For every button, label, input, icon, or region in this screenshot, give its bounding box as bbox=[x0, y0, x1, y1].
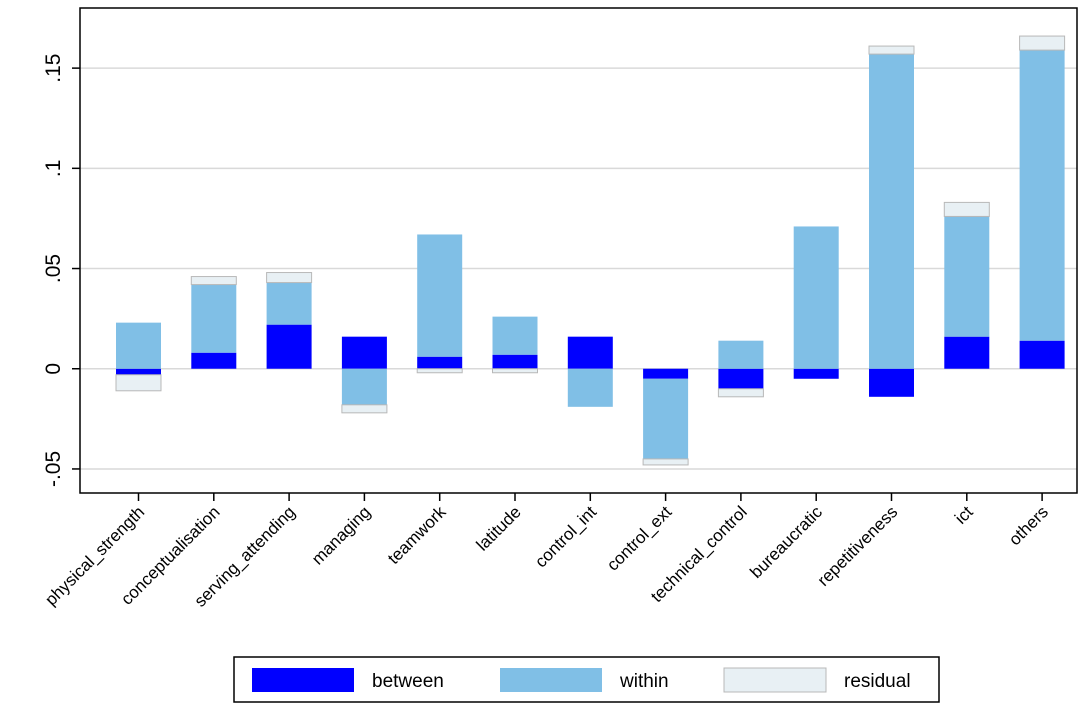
legend-swatch-within bbox=[500, 668, 602, 692]
bar-residual-serving_attending bbox=[266, 272, 313, 284]
bars bbox=[115, 35, 1066, 466]
bar-residual-technical_control bbox=[717, 388, 764, 398]
bar-between-serving_attending bbox=[266, 324, 312, 369]
bar-within-repetitiveness bbox=[869, 54, 914, 369]
y-axis: -.05 0 .05 .1 .15 bbox=[42, 54, 80, 487]
bar-within-technical_control bbox=[718, 340, 764, 369]
legend-label-between: between bbox=[372, 671, 444, 692]
bar-within-managing bbox=[341, 368, 387, 405]
bar-between-bureaucratic bbox=[793, 368, 839, 379]
bar-between-latitude bbox=[492, 354, 538, 369]
bar-within-bureaucratic bbox=[793, 226, 839, 369]
y-tick-label: 0 bbox=[42, 363, 65, 375]
bar-between-repetitiveness bbox=[869, 368, 914, 397]
y-tick-label: -.05 bbox=[42, 451, 65, 487]
bar-between-teamwork bbox=[417, 356, 463, 369]
bar-within-control_int bbox=[567, 368, 613, 407]
bar-within-serving_attending bbox=[266, 282, 312, 325]
bar-between-conceptualisation bbox=[191, 352, 237, 369]
bar-residual-repetitiveness bbox=[868, 45, 915, 55]
legend-label-residual: residual bbox=[844, 671, 911, 692]
bar-residual-others bbox=[1019, 35, 1066, 51]
bar-within-physical_strength bbox=[116, 322, 161, 369]
y-tick-label: .15 bbox=[42, 54, 65, 83]
bar-between-control_ext bbox=[643, 368, 689, 379]
bar-between-physical_strength bbox=[116, 368, 161, 375]
bar-within-teamwork bbox=[417, 234, 463, 357]
legend-swatch-between bbox=[252, 668, 354, 692]
bar-between-ict bbox=[944, 336, 990, 369]
bar-residual-teamwork bbox=[416, 368, 463, 374]
bar-within-ict bbox=[944, 216, 990, 337]
legend: between within residual bbox=[233, 656, 940, 703]
plot-frame bbox=[79, 7, 1078, 494]
bar-within-others bbox=[1019, 50, 1065, 341]
bar-residual-ict bbox=[943, 201, 990, 217]
bar-between-technical_control bbox=[718, 368, 764, 389]
bar-between-control_int bbox=[567, 336, 613, 369]
bar-within-latitude bbox=[492, 316, 538, 355]
bar-residual-physical_strength bbox=[115, 374, 162, 392]
y-tick-label: .05 bbox=[42, 254, 65, 283]
legend-label-within: within bbox=[619, 671, 669, 692]
bar-between-others bbox=[1019, 340, 1065, 369]
bar-residual-control_ext bbox=[642, 458, 689, 466]
y-tick-label: .1 bbox=[42, 160, 65, 178]
bar-residual-managing bbox=[341, 404, 388, 414]
bar-residual-latitude bbox=[492, 368, 538, 374]
bar-between-managing bbox=[341, 336, 387, 369]
legend-swatch-residual bbox=[723, 667, 827, 693]
bar-within-control_ext bbox=[643, 378, 689, 459]
bar-residual-conceptualisation bbox=[190, 276, 237, 286]
bar-within-conceptualisation bbox=[191, 284, 237, 353]
